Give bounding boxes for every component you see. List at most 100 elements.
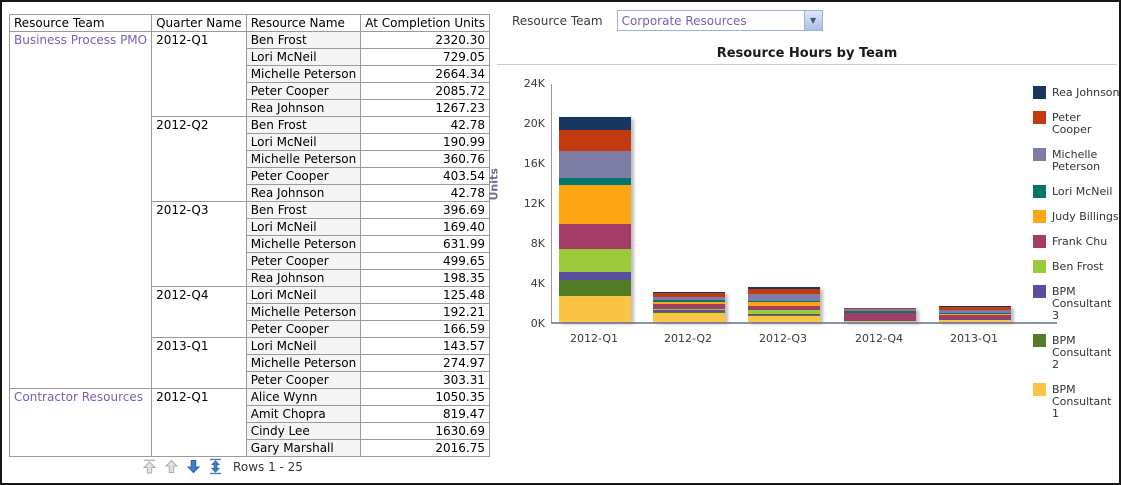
bar-segment[interactable] — [748, 294, 820, 301]
team-group-link[interactable]: Contractor Resources — [8, 388, 153, 457]
bar-segment[interactable] — [559, 248, 631, 272]
bar-segment[interactable] — [939, 313, 1011, 315]
bar-segment[interactable] — [559, 130, 631, 151]
legend-label: Michelle Peterson — [1052, 148, 1101, 173]
scroll-all-icon[interactable] — [207, 458, 224, 475]
bar-segment[interactable] — [939, 306, 1011, 310]
y-axis-tick-label: 4K — [530, 277, 545, 290]
bar-segment[interactable] — [653, 292, 725, 297]
bar-segment[interactable] — [559, 177, 631, 185]
bar-segment[interactable] — [939, 306, 1011, 307]
bar-segment[interactable] — [653, 296, 725, 301]
bar-segment[interactable] — [939, 309, 1011, 313]
column-header-at-completion-units: At Completion Units — [360, 14, 490, 32]
legend-item: Lori McNeil — [1033, 185, 1119, 198]
bar-segment[interactable] — [653, 300, 725, 303]
units-cell: 274.97 — [360, 354, 490, 372]
quarter-cell: 2012-Q1 — [151, 31, 247, 117]
bar-segment[interactable] — [939, 314, 1011, 319]
legend-color-chip — [1033, 185, 1046, 198]
bar-segment[interactable] — [748, 289, 820, 295]
x-axis-tick-label: 2012-Q3 — [758, 332, 808, 345]
resource-name-cell: Alice Wynn — [245, 388, 362, 406]
stacked-bar-2012-Q2 — [653, 292, 725, 322]
bar-segment[interactable] — [844, 312, 916, 314]
bar-segment[interactable] — [653, 312, 725, 313]
bar-segment[interactable] — [559, 184, 631, 224]
legend-color-chip — [1033, 86, 1046, 99]
bar-segment[interactable] — [653, 302, 725, 304]
bar-segment[interactable] — [748, 302, 820, 307]
y-axis-title: Units — [487, 168, 501, 201]
bar-segment[interactable] — [748, 314, 820, 315]
units-cell: 1050.35 — [360, 388, 490, 406]
bar-segment[interactable] — [559, 296, 631, 322]
legend-label: Peter Cooper — [1052, 111, 1092, 136]
bar-segment[interactable] — [844, 319, 916, 321]
bar-segment[interactable] — [748, 300, 820, 303]
bar-segment[interactable] — [939, 320, 1011, 322]
y-axis-tick-label: 8K — [530, 237, 545, 250]
y-axis-tick-label: 0K — [530, 317, 545, 330]
units-cell: 396.69 — [360, 201, 490, 219]
legend-label: Lori McNeil — [1052, 185, 1113, 198]
bar-segment[interactable] — [559, 280, 631, 296]
bar-segment[interactable] — [844, 321, 916, 322]
resource-team-select[interactable]: Corporate Resources ▼ — [616, 10, 823, 31]
units-cell: 403.54 — [360, 167, 490, 185]
legend-item: Frank Chu — [1033, 235, 1119, 248]
resource-name-cell: Rea Johnson — [245, 269, 362, 287]
bar-segment[interactable] — [844, 313, 916, 320]
bar-segment[interactable] — [653, 313, 725, 322]
bar-segment[interactable] — [939, 318, 1011, 320]
resource-name-cell: Lori McNeil — [245, 133, 362, 151]
bar-segment[interactable] — [844, 320, 916, 322]
legend-color-chip — [1033, 383, 1046, 396]
table-row: Peter Cooper 166.59 — [10, 320, 490, 338]
resource-table-body: Business Process PMO 2012-Q1 Ben Frost 2320… — [8, 31, 490, 457]
resource-name-cell: Ben Frost — [245, 116, 362, 134]
legend-item: BPM Consultant 2 — [1033, 334, 1119, 371]
x-axis-tick-label: 2012-Q4 — [854, 332, 904, 345]
quarter-cell: 2012-Q2 — [151, 116, 247, 202]
table-row: Rea Johnson 42.78 — [10, 184, 490, 202]
units-cell: 125.48 — [360, 286, 490, 304]
column-header-quarter-name: Quarter Name — [151, 14, 247, 32]
bar-segment[interactable] — [844, 307, 916, 310]
table-row: Business Process PMO 2012-Q1 Ben Frost 2320… — [8, 31, 490, 389]
bar-segment[interactable] — [653, 303, 725, 310]
bar-segment[interactable] — [559, 117, 631, 131]
table-row: Peter Cooper 303.31 — [10, 371, 490, 389]
units-cell: 631.99 — [360, 235, 490, 253]
bar-segment[interactable] — [748, 314, 820, 316]
bar-segment[interactable] — [844, 309, 916, 312]
units-cell: 499.65 — [360, 252, 490, 270]
scroll-down-icon[interactable] — [185, 458, 202, 475]
bar-segment[interactable] — [559, 150, 631, 178]
resource-name-cell: Amit Chopra — [245, 405, 362, 423]
legend-item: BPM Consultant 1 — [1033, 383, 1119, 420]
units-cell: 1630.69 — [360, 422, 490, 440]
bar-segment[interactable] — [748, 315, 820, 322]
bar-segment[interactable] — [559, 272, 631, 280]
bar-segment[interactable] — [653, 309, 725, 313]
legend-color-chip — [1033, 111, 1046, 124]
x-axis-tick-label: 2012-Q1 — [569, 332, 619, 345]
scroll-up-icon[interactable] — [163, 458, 180, 475]
resource-name-cell: Ben Frost — [245, 201, 362, 219]
team-group-link[interactable]: Business Process PMO — [8, 31, 153, 389]
bar-segment[interactable] — [559, 223, 631, 249]
bar-segment[interactable] — [748, 306, 820, 311]
resource-name-cell: Peter Cooper — [245, 82, 362, 100]
x-axis-tick-label: 2013-Q1 — [949, 332, 999, 345]
table-row: Lori McNeil 729.05 — [10, 48, 490, 66]
scroll-top-icon[interactable] — [141, 458, 158, 475]
bar-segment[interactable] — [844, 311, 916, 313]
resource-name-cell: Lori McNeil — [245, 48, 362, 66]
bar-segment[interactable] — [939, 312, 1011, 314]
bar-segment[interactable] — [748, 310, 820, 315]
resource-name-cell: Peter Cooper — [245, 320, 362, 338]
table-row: Gary Marshall 2016.75 — [10, 439, 490, 457]
select-dropdown-button[interactable]: ▼ — [803, 11, 822, 30]
bar-segment[interactable] — [748, 287, 820, 290]
